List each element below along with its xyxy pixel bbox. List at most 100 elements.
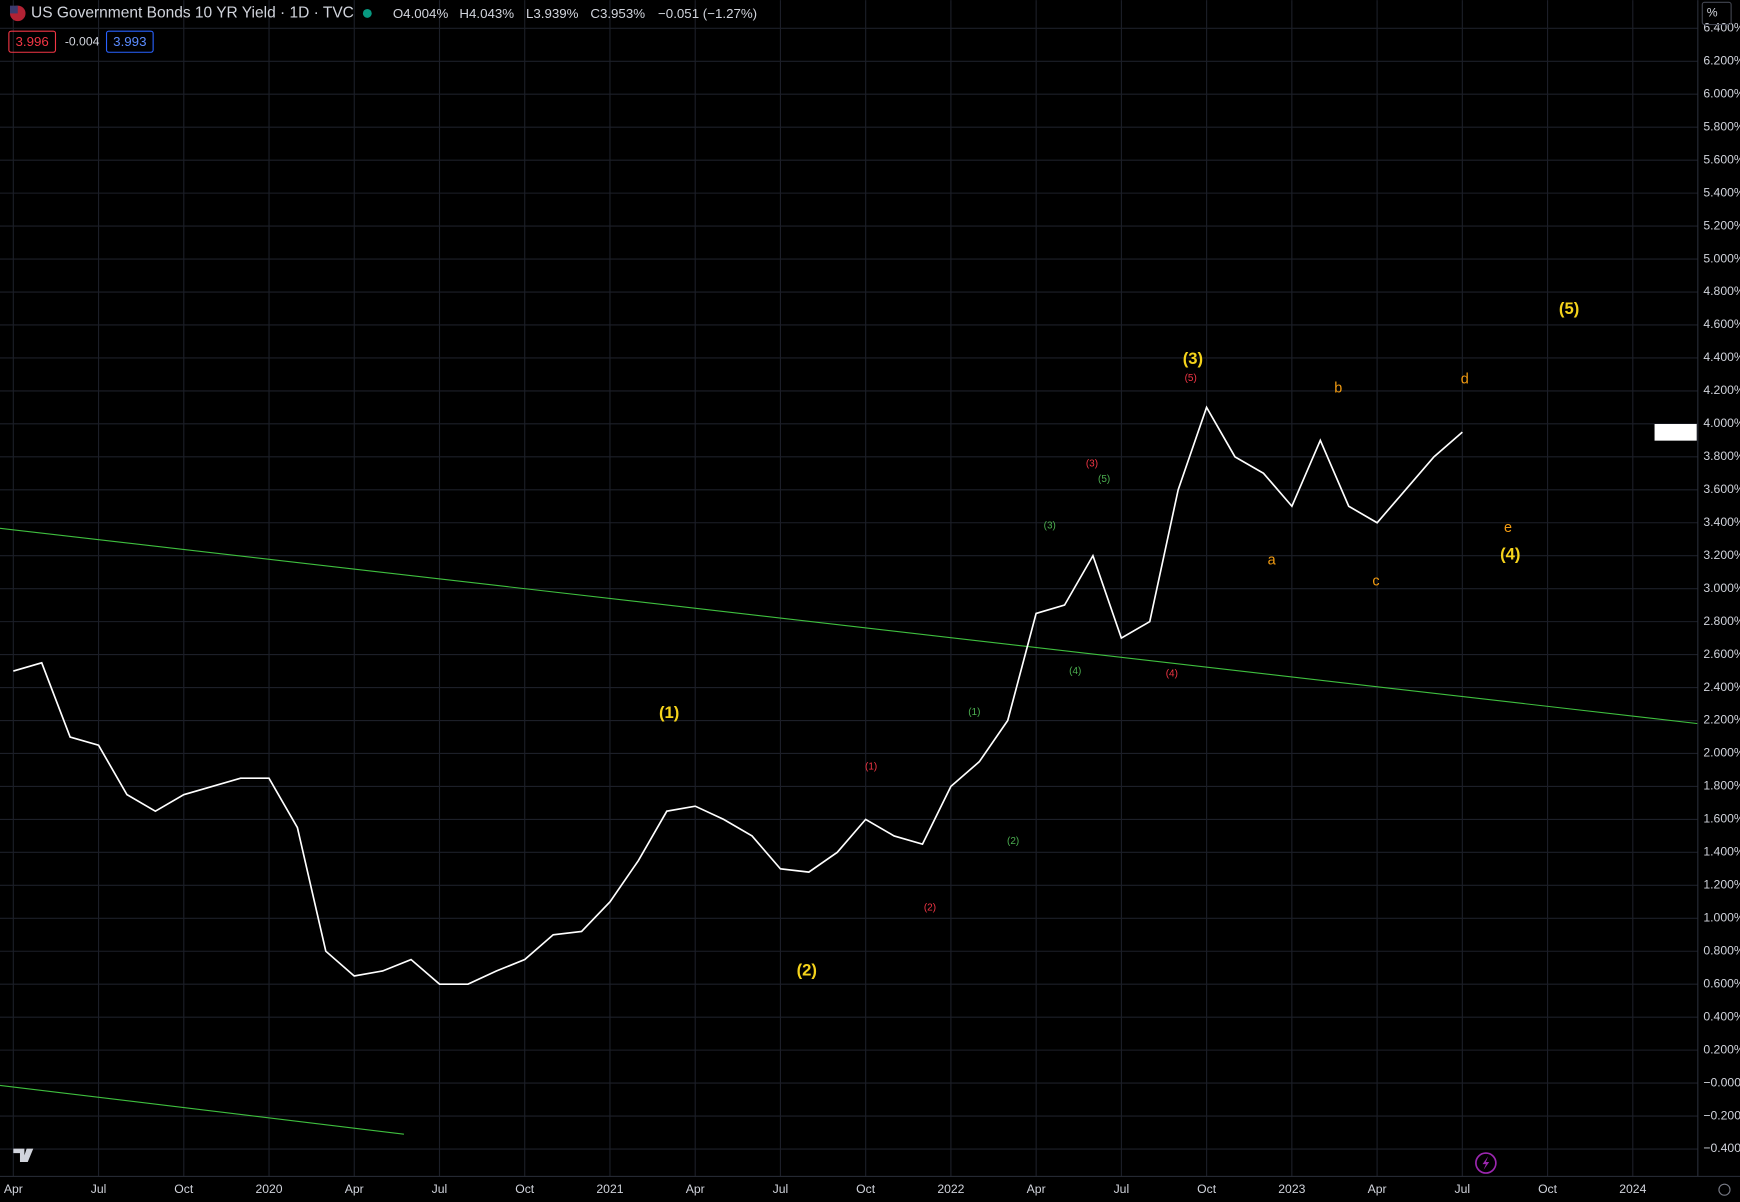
price-line xyxy=(13,405,1463,986)
y-tick-label: 1.400% xyxy=(1703,845,1740,859)
y-tick-label: 6.200% xyxy=(1703,53,1740,67)
x-tick-label: Jul xyxy=(91,1182,107,1196)
x-tick-label: 2022 xyxy=(937,1182,964,1196)
y-tick-label: 4.600% xyxy=(1703,317,1740,331)
y-tick-label: 2.000% xyxy=(1703,746,1740,760)
y-tick-label: 5.800% xyxy=(1703,119,1740,133)
bid-box[interactable] xyxy=(8,30,57,53)
y-tick-label: 0.800% xyxy=(1703,943,1740,957)
bid: 3.996 xyxy=(16,34,49,49)
spread: -0.004 xyxy=(65,34,100,48)
wave-label: (4) xyxy=(1166,668,1178,679)
wave-label: (3) xyxy=(1044,521,1056,532)
y-tick-label: 6.400% xyxy=(1703,21,1740,35)
x-tick-label: Apr xyxy=(345,1182,364,1196)
wave-label: (1) xyxy=(968,707,980,718)
lightning-icon xyxy=(1482,1156,1490,1170)
trendline xyxy=(0,1084,404,1135)
x-tick-label: Apr xyxy=(686,1182,705,1196)
y-tick-label: 3.400% xyxy=(1703,515,1740,529)
wave-label: (5) xyxy=(1098,474,1110,485)
wave-label: (4) xyxy=(1500,544,1520,563)
x-tick-label: 2020 xyxy=(255,1182,282,1196)
ask-box[interactable] xyxy=(105,30,154,53)
wave-label: b xyxy=(1334,380,1342,396)
change: −0.051 (−1.27%) xyxy=(658,6,757,21)
wave-label: (5) xyxy=(1185,373,1197,384)
wave-label: (2) xyxy=(1007,836,1019,847)
ohlc-low: L3.939% xyxy=(526,6,579,21)
y-tick-label: 3.800% xyxy=(1703,449,1740,463)
price-marker xyxy=(1654,424,1697,441)
y-tick-label: 0.600% xyxy=(1703,976,1740,990)
y-tick-label: 5.200% xyxy=(1703,218,1740,232)
y-tick-label: 6.000% xyxy=(1703,86,1740,100)
y-tick-label: 1.800% xyxy=(1703,779,1740,793)
status-dot xyxy=(362,8,372,18)
axes: −0.400% −0.200% −0.000% 0.200% 0.400% 0.600% 0… xyxy=(4,21,1740,1196)
y-tick-label: 0.200% xyxy=(1703,1042,1740,1056)
x-tick-label: Jul xyxy=(1114,1182,1130,1196)
wave-label: (1) xyxy=(659,703,679,722)
wave-label: (3) xyxy=(1086,459,1098,470)
scale-label: % xyxy=(1707,6,1718,20)
x-tick-label: Oct xyxy=(515,1182,535,1196)
x-tick-label: Jul xyxy=(773,1182,789,1196)
wave-label: (1) xyxy=(865,762,877,773)
settings-button[interactable] xyxy=(1718,1183,1731,1196)
y-tick-label: 4.200% xyxy=(1703,383,1740,397)
y-tick-label: 2.600% xyxy=(1703,647,1740,661)
wave-label: c xyxy=(1372,573,1379,589)
wave-label: (2) xyxy=(797,960,817,979)
ask: 3.993 xyxy=(113,34,146,49)
y-tick-label: 0.400% xyxy=(1703,1009,1740,1023)
y-tick-label: 4.000% xyxy=(1703,416,1740,430)
y-tick-label: 3.000% xyxy=(1703,581,1740,595)
x-tick-label: Apr xyxy=(4,1182,23,1196)
wave-label: d xyxy=(1461,371,1469,387)
wave-label: (3) xyxy=(1183,349,1203,368)
x-tick-label: Oct xyxy=(174,1182,194,1196)
x-tick-label: Jul xyxy=(432,1182,448,1196)
wave-label: (5) xyxy=(1559,299,1579,318)
trendline xyxy=(0,527,1698,725)
x-tick-label: Apr xyxy=(1368,1182,1387,1196)
y-tick-label: 3.200% xyxy=(1703,548,1740,562)
y-tick-label: −0.200% xyxy=(1703,1108,1740,1122)
y-tick-label: 2.800% xyxy=(1703,614,1740,628)
y-tick-label: −0.400% xyxy=(1703,1141,1740,1155)
ohlc-close: C3.953% xyxy=(590,6,645,21)
y-tick-label: 2.200% xyxy=(1703,713,1740,727)
symbol-title[interactable]: US Government Bonds 10 YR Yield · 1D · T… xyxy=(31,5,354,22)
x-tick-label: 2024 xyxy=(1619,1182,1646,1196)
price-axis xyxy=(1697,0,1740,1202)
x-tick-label: Apr xyxy=(1027,1182,1046,1196)
y-tick-label: 4.400% xyxy=(1703,350,1740,364)
x-tick-label: Oct xyxy=(856,1182,876,1196)
logo xyxy=(13,1148,34,1162)
wave-label: e xyxy=(1504,520,1512,536)
x-tick-label: Oct xyxy=(1197,1182,1217,1196)
y-tick-label: 1.000% xyxy=(1703,911,1740,925)
x-tick-label: Jul xyxy=(1455,1182,1471,1196)
scale-button[interactable] xyxy=(1701,1,1732,26)
y-tick-label: 4.800% xyxy=(1703,284,1740,298)
y-tick-label: 5.000% xyxy=(1703,251,1740,265)
lightning-button[interactable] xyxy=(1475,1152,1497,1174)
wave-label: a xyxy=(1268,552,1277,568)
y-tick-label: 5.600% xyxy=(1703,152,1740,166)
plot xyxy=(13,405,1463,986)
x-tick-label: Oct xyxy=(1538,1182,1558,1196)
ohlc-open: O4.004% xyxy=(393,6,449,21)
y-tick-label: 3.600% xyxy=(1703,482,1740,496)
y-tick-label: −0.000% xyxy=(1703,1075,1740,1089)
y-tick-label: 1.600% xyxy=(1703,812,1740,826)
y-tick-label: 1.200% xyxy=(1703,878,1740,892)
y-tick-label: 5.400% xyxy=(1703,185,1740,199)
wave-label: (2) xyxy=(924,902,936,913)
x-tick-label: 2021 xyxy=(596,1182,623,1196)
wave-label: (4) xyxy=(1069,666,1081,677)
grid xyxy=(0,0,1698,1177)
